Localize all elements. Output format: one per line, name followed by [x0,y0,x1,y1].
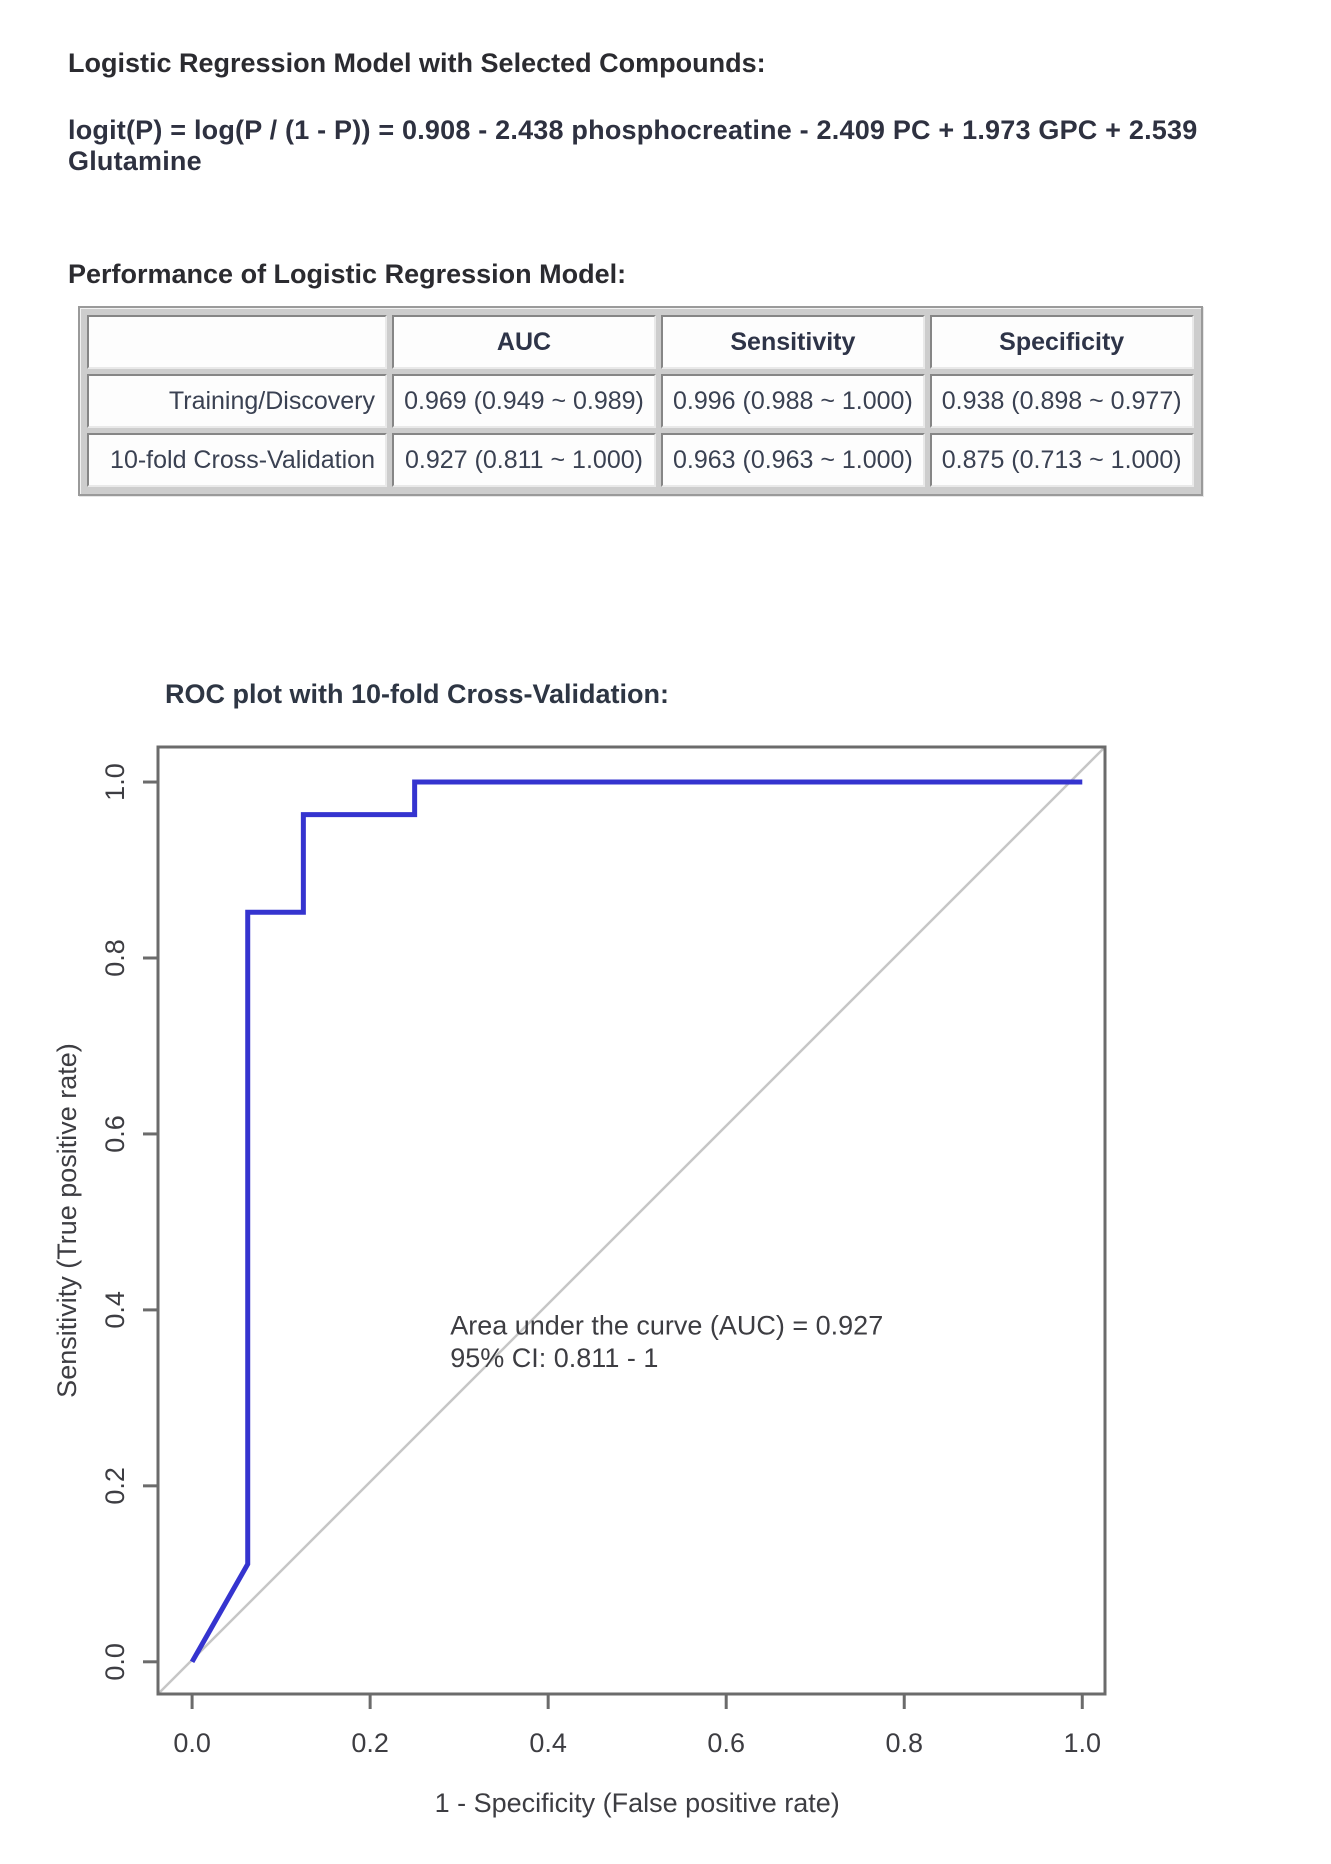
roc-curve-line [189,779,1083,1664]
row-label-crossvalidation: 10-fold Cross-Validation [87,433,387,487]
model-heading: Logistic Regression Model with Selected … [68,48,766,78]
y-axis-tick-label: 0.8 [100,939,130,977]
plot-border [156,745,1107,1696]
roc-plot: 0.0 0.2 0.4 0.6 0.8 1.0 0.0 0.2 0.4 0.6 0.8 1.0 1 - … [52,745,1107,1818]
logit-equation: logit(P) = log(P / (1 - P)) = 0.908 - 2.… [68,115,1198,176]
table-row-crossvalidation: 10-fold Cross-Validation 0.927 (0.811 ~ … [87,433,1194,487]
cv-auc-value: 0.927 (0.811 ~ 1.000) [392,433,656,487]
y-axis-tick-label: 1.0 [100,763,130,801]
x-axis-label: 1 - Specificity (False positive rate) [435,1788,840,1818]
training-sensitivity-value: 0.996 (0.988 ~ 1.000) [661,374,925,428]
y-axis-tick-label: 0.4 [100,1291,130,1329]
header-auc: AUC [392,315,656,369]
row-label-training: Training/Discovery [87,374,387,428]
cv-sensitivity-value: 0.963 (0.963 ~ 1.000) [661,433,925,487]
header-sensitivity: Sensitivity [661,315,925,369]
x-axis-tick-label: 0.6 [707,1728,745,1758]
cv-specificity-value: 0.875 (0.713 ~ 1.000) [929,433,1194,487]
header-empty-cell [87,315,387,369]
y-axis-label: Sensitivity (True positive rate) [52,1043,82,1398]
training-specificity-value: 0.938 (0.898 ~ 0.977) [929,374,1194,428]
y-axis-tick-label: 0.2 [100,1467,130,1505]
auc-annotation-line1: Area under the curve (AUC) = 0.927 [450,1311,883,1341]
x-axis-tick-label: 0.8 [885,1728,923,1758]
x-axis-tick-label: 0.2 [351,1728,389,1758]
auc-annotation-line2: 95% CI: 0.811 - 1 [450,1343,658,1373]
chance-diagonal-line [157,746,1106,1695]
header-specificity: Specificity [929,315,1194,369]
y-axis-tick-label: 0.6 [100,1115,130,1153]
performance-heading: Performance of Logistic Regression Model… [68,259,627,289]
x-axis-tick-label: 0.0 [173,1728,211,1758]
training-auc-value: 0.969 (0.949 ~ 0.989) [392,374,656,428]
roc-plot-title: ROC plot with 10-fold Cross-Validation: [165,679,670,709]
table-row-training: Training/Discovery 0.969 (0.949 ~ 0.989)… [87,374,1194,428]
performance-table: AUC Sensitivity Specificity Training/Dis… [82,310,1199,492]
performance-table-frame: AUC Sensitivity Specificity Training/Dis… [78,306,1203,496]
x-axis-tick-label: 1.0 [1063,1728,1101,1758]
y-axis-tick-label: 0.0 [100,1643,130,1681]
x-axis-tick-label: 0.4 [529,1728,567,1758]
table-header-row: AUC Sensitivity Specificity [87,315,1194,369]
